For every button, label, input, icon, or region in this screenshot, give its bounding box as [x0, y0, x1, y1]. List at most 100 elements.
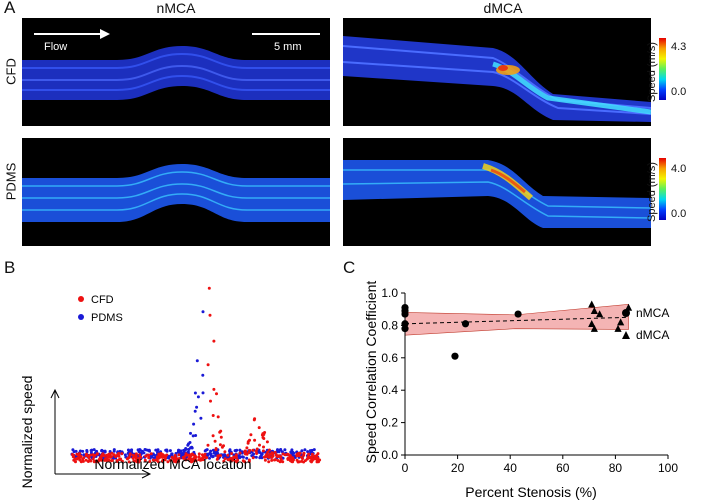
- point-cfd: [263, 458, 267, 462]
- point-pdms: [193, 391, 197, 395]
- point-cfd: [287, 456, 291, 460]
- point-cfd: [307, 452, 311, 456]
- point-cfd: [222, 444, 225, 448]
- point-pdms: [290, 448, 294, 452]
- point-cfd: [207, 286, 211, 290]
- point-cfd: [275, 454, 279, 458]
- point-cfd: [264, 453, 268, 457]
- point-pdms: [195, 405, 199, 409]
- point-cfd: [296, 452, 300, 455]
- point-cfd: [171, 456, 175, 460]
- point-cfd: [261, 432, 265, 436]
- point-pdms: [199, 416, 203, 420]
- point-cfd: [147, 456, 151, 460]
- point-cfd: [184, 458, 188, 462]
- point-pdms: [138, 448, 142, 452]
- point-cfd: [229, 456, 233, 460]
- point-cfd: [316, 452, 320, 456]
- point-pdms: [201, 391, 205, 395]
- point-cfd: [281, 460, 285, 464]
- point-cfd: [262, 445, 265, 449]
- point-pdms: [191, 434, 195, 438]
- point-cfd: [215, 392, 218, 396]
- point-cfd: [251, 448, 255, 452]
- point-cfd: [137, 456, 141, 460]
- point-cfd: [206, 443, 210, 447]
- x-tick-label: 20: [451, 461, 465, 475]
- point-cfd: [267, 454, 271, 458]
- point-cfd: [313, 454, 317, 458]
- panel-label-b: B: [4, 258, 16, 277]
- point-cfd: [211, 414, 215, 417]
- point-pdms: [126, 448, 130, 452]
- point-cfd: [88, 453, 92, 457]
- point-cfd: [255, 447, 259, 451]
- point-cfd: [138, 453, 142, 457]
- point-cfd: [168, 458, 172, 462]
- point-pdms: [195, 359, 199, 363]
- point-cfd: [166, 460, 170, 464]
- point-pdms: [189, 431, 192, 435]
- point-cfd: [75, 457, 79, 460]
- point-pdms: [142, 451, 146, 455]
- point-cfd: [206, 363, 210, 367]
- point-pdms: [241, 455, 245, 459]
- point-dmca: [614, 324, 622, 332]
- point-dmca: [588, 300, 596, 308]
- point-cfd: [86, 460, 90, 463]
- point-cfd: [187, 457, 191, 461]
- point-nmca: [461, 320, 470, 328]
- point-dmca: [596, 310, 604, 318]
- point-pdms: [100, 449, 104, 453]
- point-cfd: [181, 456, 185, 459]
- point-pdms: [71, 448, 75, 452]
- point-cfd: [202, 453, 206, 457]
- image-pdms-dmca: [343, 138, 651, 246]
- point-cfd: [218, 443, 222, 447]
- x-tick-label: 60: [556, 461, 570, 475]
- point-cfd: [134, 456, 138, 460]
- point-pdms: [112, 449, 116, 453]
- point-pdms: [283, 448, 287, 452]
- point-pdms: [196, 395, 200, 399]
- point-dmca: [624, 303, 633, 311]
- image-cfd-nmca: Flow 5 mm: [22, 18, 330, 126]
- point-pdms: [300, 449, 304, 453]
- point-cfd: [110, 458, 114, 462]
- point-cfd: [266, 450, 270, 454]
- point-cfd: [197, 452, 201, 456]
- point-cfd: [177, 453, 181, 457]
- point-cfd: [249, 433, 253, 437]
- y-tick-label: 0.0: [381, 448, 398, 462]
- point-cfd: [110, 455, 113, 459]
- point-cfd: [91, 457, 95, 461]
- legend-b-cfd-marker: [78, 296, 84, 302]
- colorbar-pdms-min: 0.0: [671, 208, 687, 220]
- image-pdms-nmca: [22, 138, 330, 246]
- point-cfd: [211, 434, 215, 438]
- point-cfd: [219, 454, 223, 457]
- point-cfd: [273, 450, 277, 454]
- point-cfd: [214, 448, 218, 452]
- point-cfd: [257, 426, 261, 430]
- point-cfd: [106, 458, 110, 462]
- point-cfd: [79, 455, 82, 459]
- point-pdms: [168, 449, 172, 453]
- point-pdms: [312, 448, 316, 452]
- point-cfd: [219, 429, 223, 433]
- point-pdms: [92, 448, 96, 452]
- point-cfd: [131, 456, 135, 460]
- flow-label: Flow: [44, 41, 67, 53]
- legend-c-dmca-marker: [622, 331, 630, 339]
- point-pdms: [143, 448, 147, 451]
- point-pdms: [182, 448, 186, 452]
- chart-c: 0 20 40 60 80 100 0.0 0.2 0.4 0.6 0.8 1.0 Percent S…: [363, 281, 678, 500]
- point-pdms: [201, 373, 205, 377]
- point-cfd: [267, 460, 271, 464]
- colorbar-pdms: [659, 158, 666, 220]
- point-cfd: [230, 452, 234, 455]
- point-cfd: [116, 453, 119, 457]
- point-cfd: [291, 460, 295, 464]
- point-cfd: [127, 460, 131, 464]
- point-cfd: [174, 456, 178, 460]
